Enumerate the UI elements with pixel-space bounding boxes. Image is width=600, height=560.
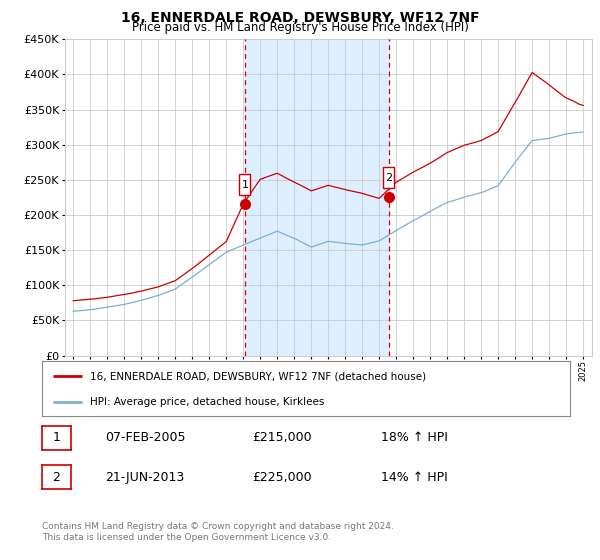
Text: Price paid vs. HM Land Registry's House Price Index (HPI): Price paid vs. HM Land Registry's House …: [131, 21, 469, 34]
Text: 16, ENNERDALE ROAD, DEWSBURY, WF12 7NF: 16, ENNERDALE ROAD, DEWSBURY, WF12 7NF: [121, 11, 479, 25]
Text: Contains HM Land Registry data © Crown copyright and database right 2024.: Contains HM Land Registry data © Crown c…: [42, 522, 394, 531]
Text: 2: 2: [385, 172, 392, 183]
Text: 1: 1: [241, 180, 248, 190]
Text: £225,000: £225,000: [252, 470, 311, 484]
Text: 14% ↑ HPI: 14% ↑ HPI: [381, 470, 448, 484]
Text: This data is licensed under the Open Government Licence v3.0.: This data is licensed under the Open Gov…: [42, 533, 331, 542]
Text: 18% ↑ HPI: 18% ↑ HPI: [381, 431, 448, 445]
Text: 07-FEB-2005: 07-FEB-2005: [105, 431, 185, 445]
Text: HPI: Average price, detached house, Kirklees: HPI: Average price, detached house, Kirk…: [89, 397, 324, 407]
Text: 2: 2: [52, 470, 61, 484]
Text: 1: 1: [52, 431, 61, 445]
Text: 21-JUN-2013: 21-JUN-2013: [105, 470, 184, 484]
Bar: [245, 39, 389, 356]
FancyBboxPatch shape: [239, 174, 250, 195]
Text: 16, ENNERDALE ROAD, DEWSBURY, WF12 7NF (detached house): 16, ENNERDALE ROAD, DEWSBURY, WF12 7NF (…: [89, 371, 425, 381]
FancyBboxPatch shape: [383, 167, 394, 188]
Text: £215,000: £215,000: [252, 431, 311, 445]
